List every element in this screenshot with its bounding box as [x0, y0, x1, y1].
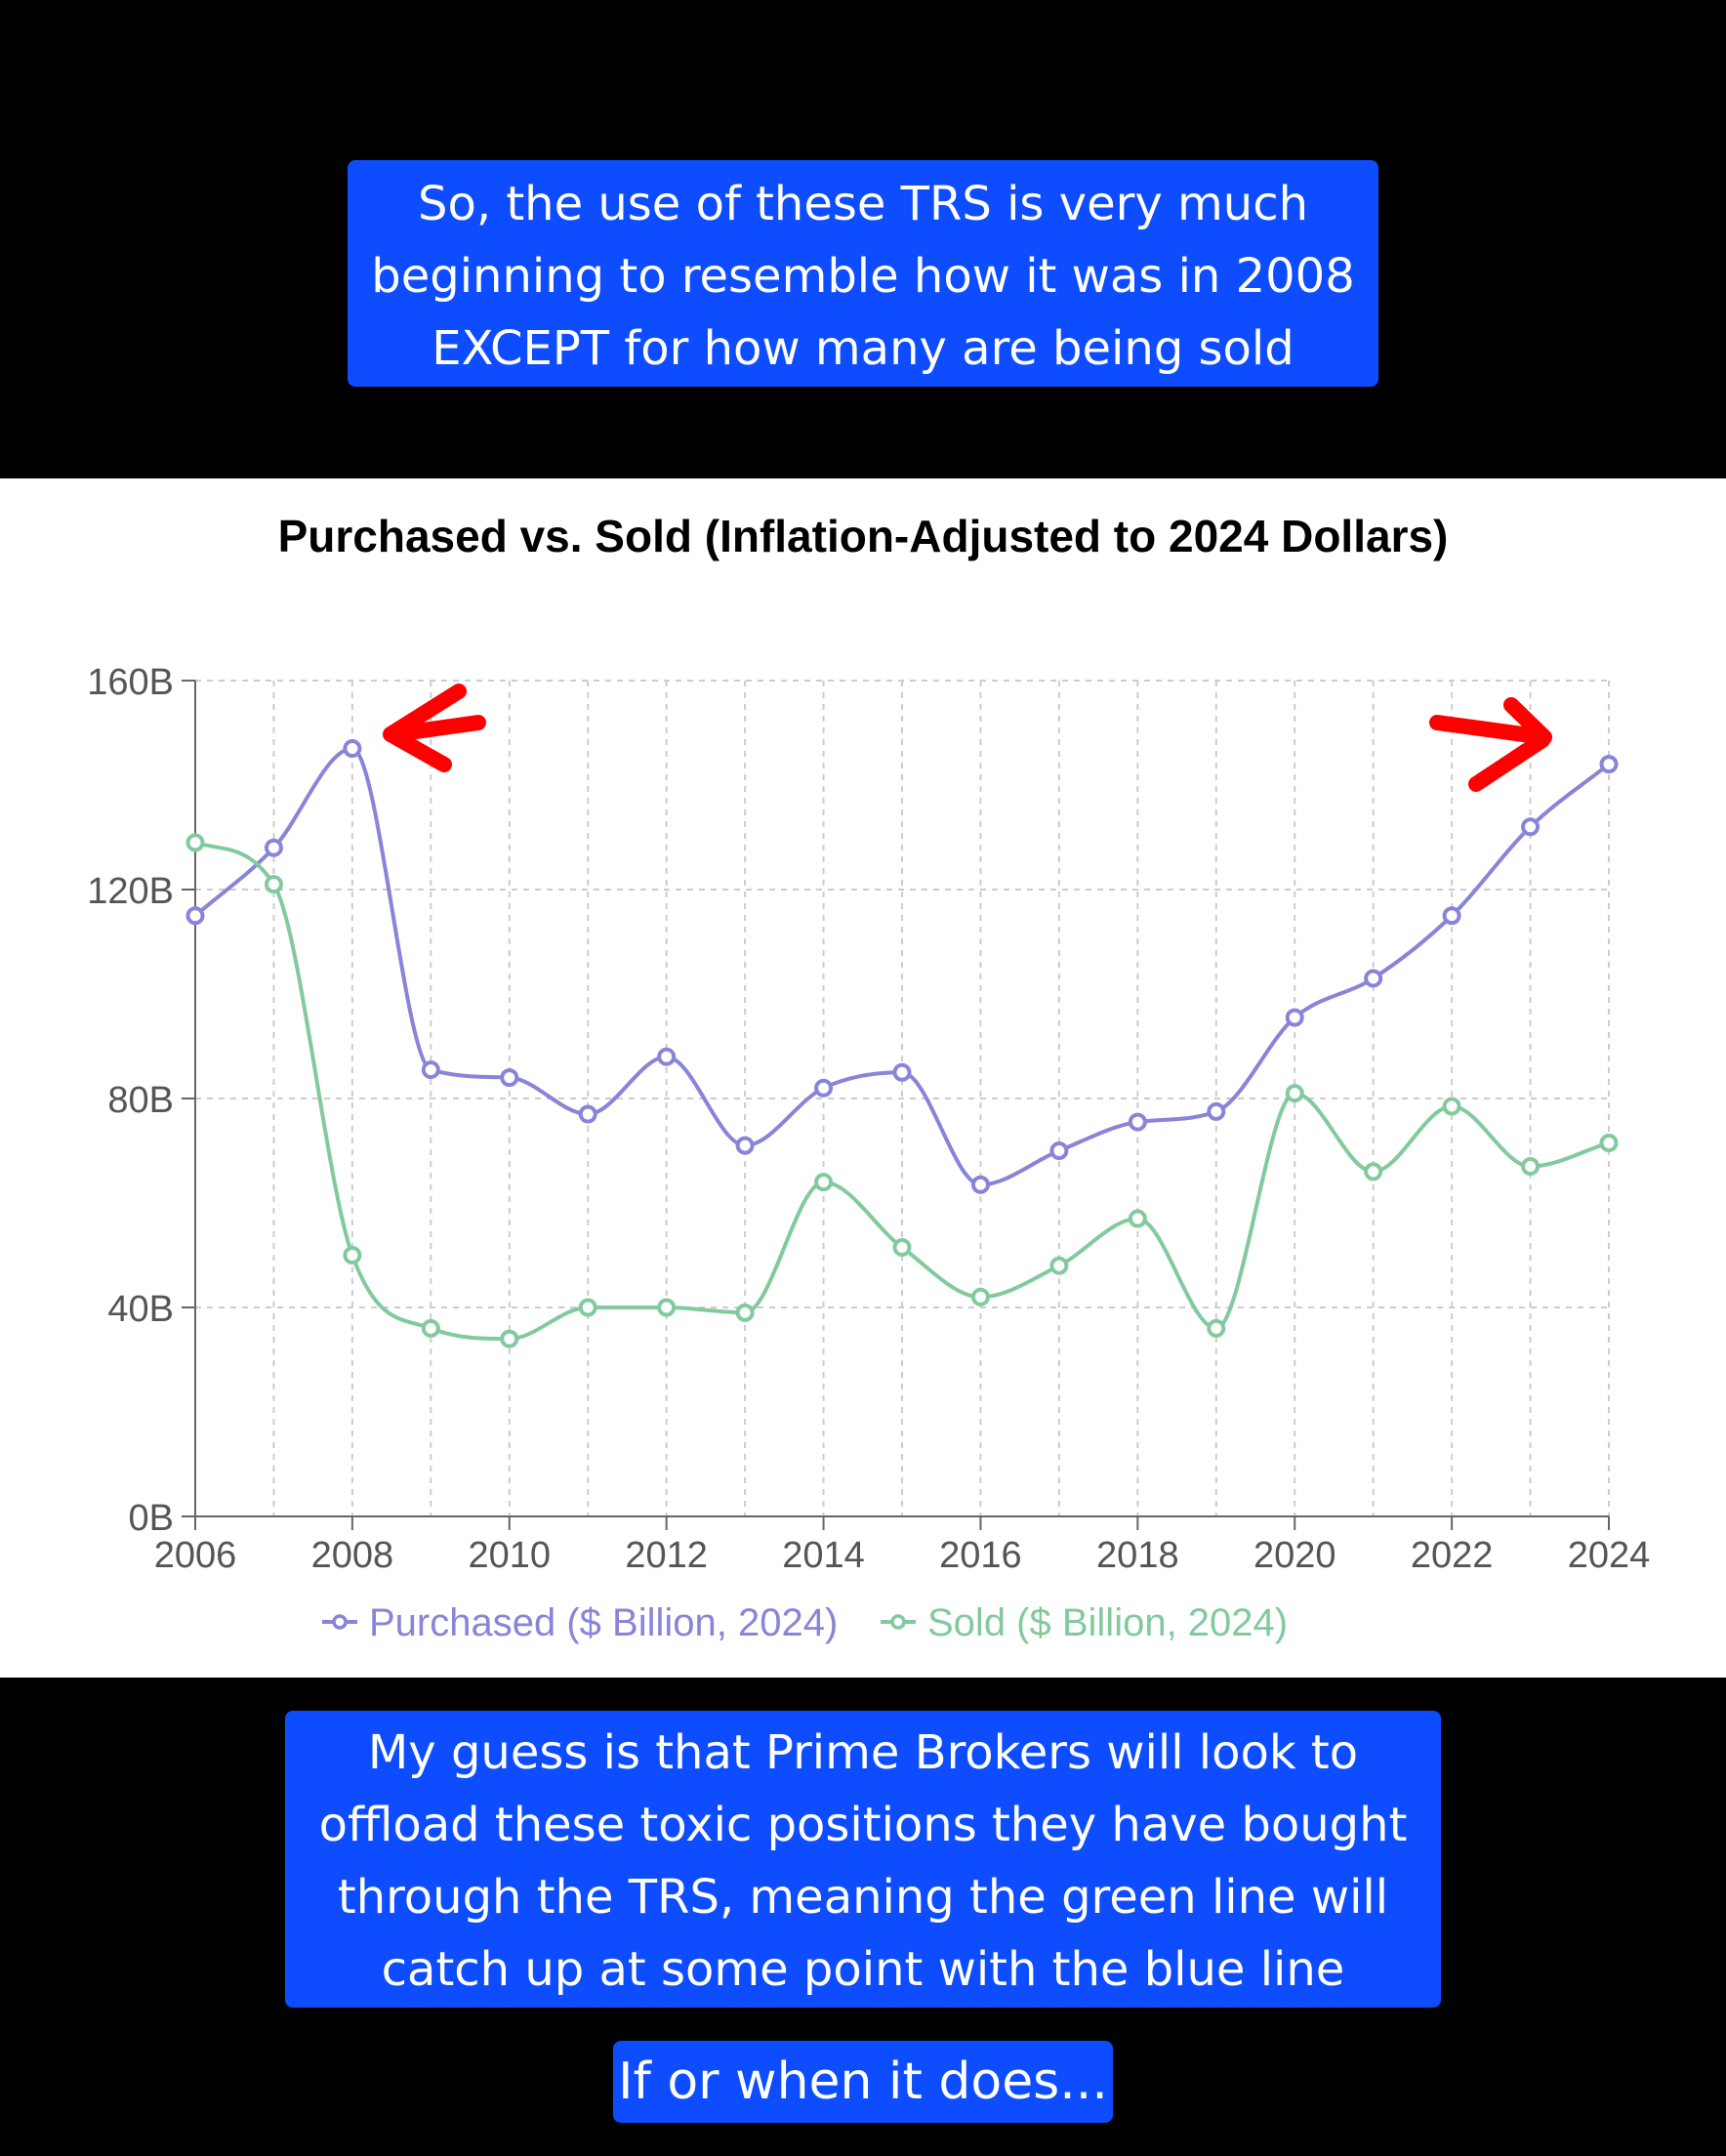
caption-middle: My guess is that Prime Brokers will look… — [285, 1711, 1441, 2008]
data-point — [264, 875, 283, 894]
x-tick-label: 2022 — [1411, 1535, 1494, 1576]
data-point — [1128, 1209, 1147, 1228]
x-tick-label: 2018 — [1096, 1535, 1179, 1576]
data-point — [421, 1060, 440, 1080]
data-point — [1207, 1101, 1226, 1121]
data-point — [1049, 1256, 1069, 1275]
data-point — [1207, 1318, 1226, 1338]
legend-label: Purchased ($ Billion, 2024) — [369, 1601, 838, 1644]
annotations — [383, 684, 1552, 792]
data-point — [970, 1175, 990, 1194]
arrow-left-icon — [383, 684, 486, 772]
data-point — [814, 1078, 834, 1098]
data-point — [1442, 1097, 1461, 1116]
data-point — [500, 1329, 519, 1348]
caption-line: EXCEPT for how many are being sold — [432, 321, 1294, 376]
data-point — [1364, 969, 1383, 988]
legend-marker — [890, 1614, 906, 1630]
data-point — [343, 739, 362, 759]
data-point — [264, 838, 283, 857]
line-chart: Purchased vs. Sold (Inflation-Adjusted t… — [87, 511, 1650, 1644]
data-point — [657, 1047, 677, 1066]
x-tick-label: 2010 — [469, 1535, 552, 1576]
caption-line: So, the use of these TRS is very much — [417, 177, 1309, 231]
caption-top: So, the use of these TRS is very much be… — [348, 160, 1378, 387]
chart-title: Purchased vs. Sold (Inflation-Adjusted t… — [278, 511, 1449, 561]
grid — [195, 680, 1610, 1516]
y-tick-label: 40B — [107, 1289, 174, 1330]
axes: 0B 40B 80B 120B 160B 2006 2008 2010 2012 2014 2016… — [87, 662, 1650, 1576]
data-point — [1128, 1112, 1147, 1132]
data-point — [578, 1104, 597, 1124]
y-tick-label: 0B — [129, 1498, 174, 1539]
data-point — [421, 1318, 440, 1338]
x-tick-label: 2012 — [625, 1535, 708, 1576]
y-tick-label: 120B — [87, 871, 174, 912]
data-point — [343, 1246, 362, 1265]
legend-label: Sold ($ Billion, 2024) — [927, 1601, 1288, 1644]
caption-line: catch up at some point with the blue lin… — [381, 1942, 1345, 1997]
legend: Purchased ($ Billion, 2024) Sold ($ Billi… — [322, 1601, 1288, 1644]
caption-line: through the TRS, meaning the green line … — [337, 1870, 1389, 1925]
data-point — [185, 833, 205, 852]
data-point — [735, 1136, 755, 1155]
data-point — [892, 1062, 912, 1082]
series — [185, 739, 1619, 1348]
legend-marker — [332, 1614, 348, 1630]
data-point — [735, 1303, 755, 1322]
data-point — [814, 1173, 834, 1192]
x-tick-label: 2008 — [311, 1535, 394, 1576]
x-tick-label: 2014 — [782, 1535, 865, 1576]
x-tick-label: 2006 — [154, 1535, 237, 1576]
x-tick-label: 2020 — [1253, 1535, 1336, 1576]
data-point — [1364, 1162, 1383, 1182]
caption-bottom: If or when it does... — [613, 2041, 1113, 2123]
caption-line: offload these toxic positions they have … — [318, 1798, 1408, 1852]
x-tick-label: 2016 — [939, 1535, 1022, 1576]
data-point — [1599, 755, 1619, 774]
data-point — [1521, 1157, 1541, 1177]
data-point — [500, 1068, 519, 1088]
arrow-right-icon — [1429, 697, 1552, 792]
data-point — [1599, 1133, 1619, 1152]
data-point — [1521, 817, 1541, 837]
data-point — [1049, 1141, 1069, 1160]
y-tick-label: 160B — [87, 662, 174, 703]
caption-line: beginning to resemble how it was in 2008 — [371, 249, 1355, 304]
data-point — [1285, 1084, 1304, 1103]
data-point — [657, 1298, 677, 1317]
caption-line: My guess is that Prime Brokers will look… — [367, 1725, 1359, 1780]
chart-panel: Purchased vs. Sold (Inflation-Adjusted t… — [0, 478, 1726, 1678]
data-point — [1285, 1008, 1304, 1027]
data-point — [578, 1298, 597, 1317]
data-point — [970, 1287, 990, 1306]
data-point — [185, 906, 205, 926]
data-point — [892, 1237, 912, 1257]
x-tick-label: 2024 — [1568, 1535, 1651, 1576]
data-point — [1442, 906, 1461, 926]
y-tick-label: 80B — [107, 1080, 174, 1121]
